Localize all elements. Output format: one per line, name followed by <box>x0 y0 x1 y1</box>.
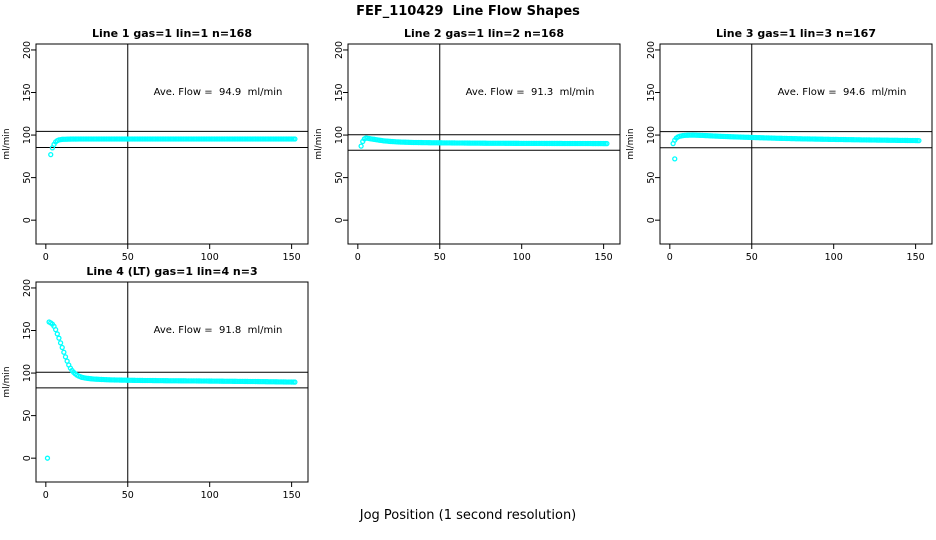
subplot-grid: 0 50 100 150 0 50 100 150 200 Line 1 gas=1 lin=1… <box>0 26 936 502</box>
subplot-title: Line 2 gas=1 lin=2 n=168 <box>404 27 564 40</box>
svg-text:150: 150 <box>646 83 657 101</box>
tick-labels: 0 50 100 150 0 50 100 150 200 <box>334 41 613 263</box>
plot-area: 0 50 100 150 0 50 100 150 200 <box>22 279 309 501</box>
subplot-line-2-canvas: 0 50 100 150 0 50 100 150 200 Line 2 gas=1 lin=2… <box>314 27 621 263</box>
subplot-line-2: 0 50 100 150 0 50 100 150 200 Line 2 gas=1 lin=2… <box>312 26 624 264</box>
svg-text:0: 0 <box>355 252 361 263</box>
svg-text:0: 0 <box>334 217 345 223</box>
svg-text:200: 200 <box>334 41 345 59</box>
svg-text:150: 150 <box>22 83 33 101</box>
empty-cell <box>312 264 624 502</box>
figure-title: FEF_110429 Line Flow Shapes <box>356 4 580 19</box>
subplot-line-3-canvas: 0 50 100 150 0 50 100 150 200 Line 3 gas=1 lin=3… <box>626 27 933 263</box>
outlier-point <box>48 151 54 158</box>
y-axis-label: ml/min <box>2 366 12 397</box>
svg-text:50: 50 <box>334 172 345 184</box>
axes <box>343 43 621 249</box>
svg-text:200: 200 <box>22 279 33 297</box>
svg-text:50: 50 <box>122 252 134 263</box>
svg-text:0: 0 <box>646 217 657 223</box>
svg-text:0: 0 <box>43 252 49 263</box>
subplot-title: Line 4 (LT) gas=1 lin=4 n=3 <box>86 265 257 278</box>
data-points <box>358 135 610 149</box>
svg-text:0: 0 <box>667 252 673 263</box>
tick-labels: 0 50 100 150 0 50 100 150 200 <box>22 41 301 263</box>
svg-text:150: 150 <box>595 252 613 263</box>
svg-text:200: 200 <box>22 41 33 59</box>
svg-text:150: 150 <box>283 490 301 501</box>
outlier-point <box>44 455 51 461</box>
ave-flow-annotation: Ave. Flow = 94.9 ml/min <box>154 87 283 98</box>
svg-text:150: 150 <box>334 83 345 101</box>
subplot-line-1: 0 50 100 150 0 50 100 150 200 Line 1 gas=1 lin=1… <box>0 26 312 264</box>
svg-text:100: 100 <box>825 252 843 263</box>
svg-text:50: 50 <box>122 490 134 501</box>
svg-text:100: 100 <box>22 364 33 382</box>
subplot-line-4: 0 50 100 150 0 50 100 150 200 Line 4 (LT) gas=1 … <box>0 264 312 502</box>
subplot-line-3: 0 50 100 150 0 50 100 150 200 Line 3 gas=1 lin=3… <box>624 26 936 264</box>
data-points <box>48 136 298 158</box>
data-points <box>44 319 298 461</box>
x-axis-label: Jog Position (1 second resolution) <box>359 508 577 523</box>
svg-text:50: 50 <box>22 410 33 422</box>
svg-text:0: 0 <box>22 217 33 223</box>
svg-text:50: 50 <box>746 252 758 263</box>
plot-area: 0 50 100 150 0 50 100 150 200 <box>646 41 933 263</box>
ave-flow-annotation: Ave. Flow = 91.8 ml/min <box>154 325 283 336</box>
svg-text:100: 100 <box>334 126 345 144</box>
y-axis-label: ml/min <box>314 128 324 159</box>
svg-text:100: 100 <box>513 252 531 263</box>
tick-labels: 0 50 100 150 0 50 100 150 200 <box>22 279 301 501</box>
axes <box>31 43 309 249</box>
outlier-point <box>672 156 678 162</box>
empty-cell <box>624 264 936 502</box>
svg-text:100: 100 <box>646 126 657 144</box>
svg-text:50: 50 <box>22 172 33 184</box>
svg-text:0: 0 <box>43 490 49 501</box>
ave-flow-annotation: Ave. Flow = 94.6 ml/min <box>778 87 907 98</box>
svg-text:100: 100 <box>22 126 33 144</box>
subplot-title: Line 1 gas=1 lin=1 n=168 <box>92 27 252 40</box>
y-axis-label: ml/min <box>2 128 12 159</box>
subplot-title: Line 3 gas=1 lin=3 n=167 <box>716 27 876 40</box>
tick-labels: 0 50 100 150 0 50 100 150 200 <box>646 41 925 263</box>
axes <box>655 43 933 249</box>
subplot-line-4-canvas: 0 50 100 150 0 50 100 150 200 Line 4 (LT) gas=1 … <box>2 265 309 501</box>
plot-area: 0 50 100 150 0 50 100 150 200 <box>334 41 621 263</box>
y-axis-label: ml/min <box>626 128 636 159</box>
svg-text:200: 200 <box>646 41 657 59</box>
axes <box>31 281 309 487</box>
svg-text:50: 50 <box>434 252 446 263</box>
svg-text:150: 150 <box>283 252 301 263</box>
ave-flow-annotation: Ave. Flow = 91.3 ml/min <box>466 87 595 98</box>
svg-text:100: 100 <box>201 490 219 501</box>
svg-text:50: 50 <box>646 172 657 184</box>
data-points <box>670 132 922 162</box>
plot-area: 0 50 100 150 0 50 100 150 200 <box>22 41 309 263</box>
svg-text:150: 150 <box>22 321 33 339</box>
subplot-line-1-canvas: 0 50 100 150 0 50 100 150 200 Line 1 gas=1 lin=1… <box>2 27 309 263</box>
svg-text:0: 0 <box>22 455 33 461</box>
svg-text:150: 150 <box>907 252 925 263</box>
svg-text:100: 100 <box>201 252 219 263</box>
